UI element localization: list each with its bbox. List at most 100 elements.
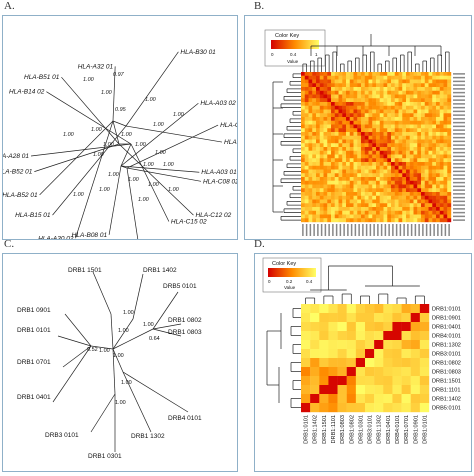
heatmap-cell: [394, 203, 399, 208]
heatmap-cell: [361, 184, 365, 189]
heatmap-cell: [334, 105, 339, 110]
heatmap-cell: [439, 169, 444, 174]
heatmap-cell: [365, 304, 375, 314]
heatmap-cell: [410, 322, 421, 332]
heatmap-cell: [357, 173, 362, 178]
heatmap-cell: [304, 94, 309, 99]
heatmap-cell: [409, 195, 414, 200]
heatmap-cell: [372, 192, 377, 196]
heatmap-cell: [327, 218, 332, 223]
heatmap-cell: [327, 87, 332, 91]
heatmap-cell: [316, 120, 320, 125]
heatmap-cell: [410, 331, 421, 341]
row-label-mark: [453, 211, 465, 214]
heatmap-cell: [334, 120, 339, 125]
heatmap-cell: [337, 367, 347, 377]
heatmap-cell: [301, 98, 305, 103]
heatmap-cell: [424, 98, 429, 103]
heatmap-cell: [319, 331, 329, 341]
heatmap-cell: [316, 203, 320, 208]
heatmap-cell: [409, 109, 414, 114]
heatmap-cell: [428, 87, 433, 91]
heatmap-cell: [432, 184, 437, 189]
heatmap-cell: [428, 207, 433, 211]
row-label-mark: [453, 200, 465, 203]
heatmap-cell: [355, 358, 366, 368]
heatmap-cell: [319, 173, 324, 178]
heatmap-cell: [424, 132, 429, 136]
heatmap-cell: [428, 154, 433, 159]
heatmap-cell: [308, 218, 313, 223]
support-value: 1.00: [163, 162, 175, 168]
heatmap-cell: [323, 79, 328, 84]
heatmap-cell: [406, 102, 410, 106]
heatmap-cell: [361, 218, 365, 223]
heatmap-cell: [331, 162, 335, 166]
heatmap-cell: [417, 147, 422, 151]
heatmap-cell: [398, 195, 403, 200]
heatmap-cell: [368, 169, 373, 174]
heatmap-cell: [421, 169, 425, 174]
heatmap-cell: [387, 135, 392, 140]
heatmap-cell: [391, 117, 395, 121]
heatmap-cell: [338, 128, 343, 133]
heatmap-cell: [319, 98, 324, 103]
heatmap-cell: [327, 169, 332, 174]
heatmap-cell: [424, 154, 429, 159]
heatmap-cell: [402, 169, 407, 174]
heatmap-cell: [301, 102, 305, 106]
heatmap-cell: [398, 83, 403, 88]
heatmap-cell: [379, 169, 384, 174]
heatmap-cell: [406, 117, 410, 121]
heatmap-cell: [312, 203, 317, 208]
heatmap-cell: [361, 109, 365, 114]
heatmap-cell: [342, 188, 347, 193]
heatmap-cell: [316, 132, 320, 136]
heatmap-cell: [372, 154, 377, 159]
row-label-mark: [453, 148, 465, 150]
heatmap-cell: [391, 150, 395, 155]
heatmap-cell: [436, 132, 440, 136]
heatmap-cell: [346, 158, 350, 163]
heatmap-cell: [402, 75, 407, 80]
heatmap-cell: [401, 322, 411, 332]
row-label-mark: [453, 91, 465, 94]
tree-branch: [112, 328, 154, 350]
heatmap-cell: [304, 218, 309, 223]
heatmap-cell: [391, 184, 395, 189]
heatmap-cell: [349, 150, 354, 155]
heatmap-cell: [368, 192, 373, 196]
heatmap-cell: [323, 102, 328, 106]
heatmap-cell: [319, 120, 324, 125]
heatmap-cell: [353, 143, 358, 148]
heatmap-cell: [346, 188, 350, 193]
heatmap-cell: [338, 192, 343, 196]
col-label-mark: [343, 224, 345, 236]
tree-branch: [52, 345, 92, 403]
heatmap-cell: [364, 83, 369, 88]
heatmap-cell: [406, 75, 410, 80]
heatmap-cell: [304, 188, 309, 193]
heatmap-cell: [316, 165, 320, 170]
heatmap-cell: [409, 113, 414, 118]
heatmap-cell: [342, 83, 347, 88]
heatmap-cell: [346, 105, 350, 110]
heatmap-cell: [439, 128, 444, 133]
heatmap-cell: [428, 102, 433, 106]
heatmap-cell: [424, 139, 429, 144]
heatmap-cell: [447, 94, 452, 99]
heatmap-cell: [383, 367, 393, 377]
heatmap-cell: [409, 90, 414, 95]
heatmap-cell: [346, 117, 350, 121]
heatmap-cell: [383, 87, 388, 91]
heatmap-cell: [304, 102, 309, 106]
heatmap-cell: [387, 158, 392, 163]
heatmap-cell: [376, 218, 380, 223]
heatmap-cell: [417, 184, 422, 189]
heatmap-cell: [398, 117, 403, 121]
heatmap-cell: [319, 192, 324, 196]
col-label-mark: [365, 224, 368, 236]
heatmap-cell: [319, 90, 324, 95]
heatmap-cell: [331, 72, 335, 76]
heatmap-cell: [398, 218, 403, 223]
